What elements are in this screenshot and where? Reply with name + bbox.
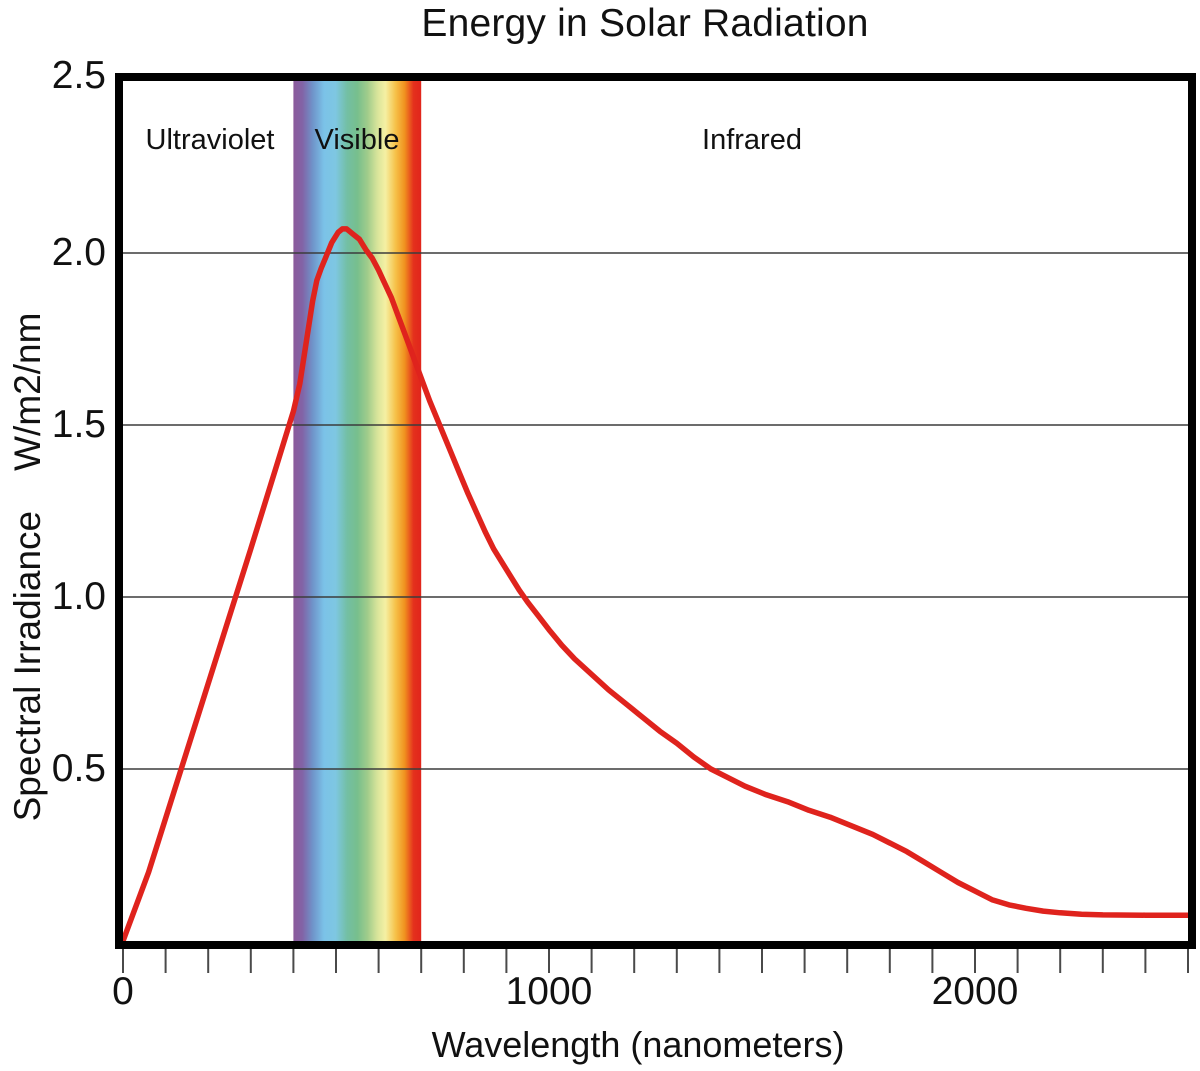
y-tick-label-2-0: 2.0 [51,231,106,274]
chart-title: Energy in Solar Radiation [421,2,869,45]
x-tick-label-2000: 2000 [931,970,1019,1013]
x-tick-label-0: 0 [112,970,134,1013]
y-axis-title-units: W/m2/nm [7,312,48,471]
x-tick-label-1000: 1000 [505,970,593,1013]
x-axis-title: Wavelength (nanometers) [431,1024,845,1065]
plot-frame [115,73,1196,949]
y-axis-title-main: Spectral Irradiance [7,510,48,822]
region-label-ultraviolet: Ultraviolet [145,124,275,156]
visible-spectrum-band [293,81,422,941]
y-tick-label-1-5: 1.5 [51,403,106,446]
region-label-visible: Visible [314,124,400,156]
y-axis-title: Spectral Irradiance W/m2/nm [7,313,49,822]
y-tick-label-0-5: 0.5 [51,747,106,790]
y-tick-label-2-5: 2.5 [51,54,106,97]
region-label-infrared: Infrared [702,124,802,156]
irradiance-curve [120,226,1191,944]
y-tick-label-1-0: 1.0 [51,575,106,618]
